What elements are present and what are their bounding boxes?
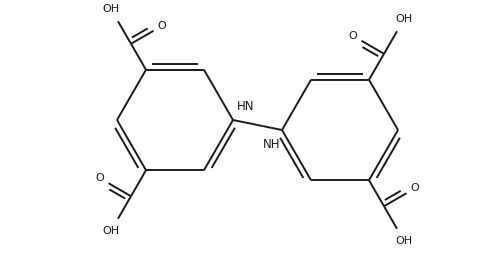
Text: OH: OH bbox=[395, 14, 412, 24]
Text: O: O bbox=[411, 183, 420, 193]
Text: OH: OH bbox=[102, 4, 120, 14]
Text: O: O bbox=[95, 173, 104, 183]
Text: O: O bbox=[158, 21, 167, 31]
Text: O: O bbox=[348, 31, 357, 41]
Text: OH: OH bbox=[102, 226, 120, 236]
Text: HN: HN bbox=[237, 100, 254, 113]
Text: OH: OH bbox=[395, 236, 412, 246]
Text: NH: NH bbox=[262, 138, 280, 151]
